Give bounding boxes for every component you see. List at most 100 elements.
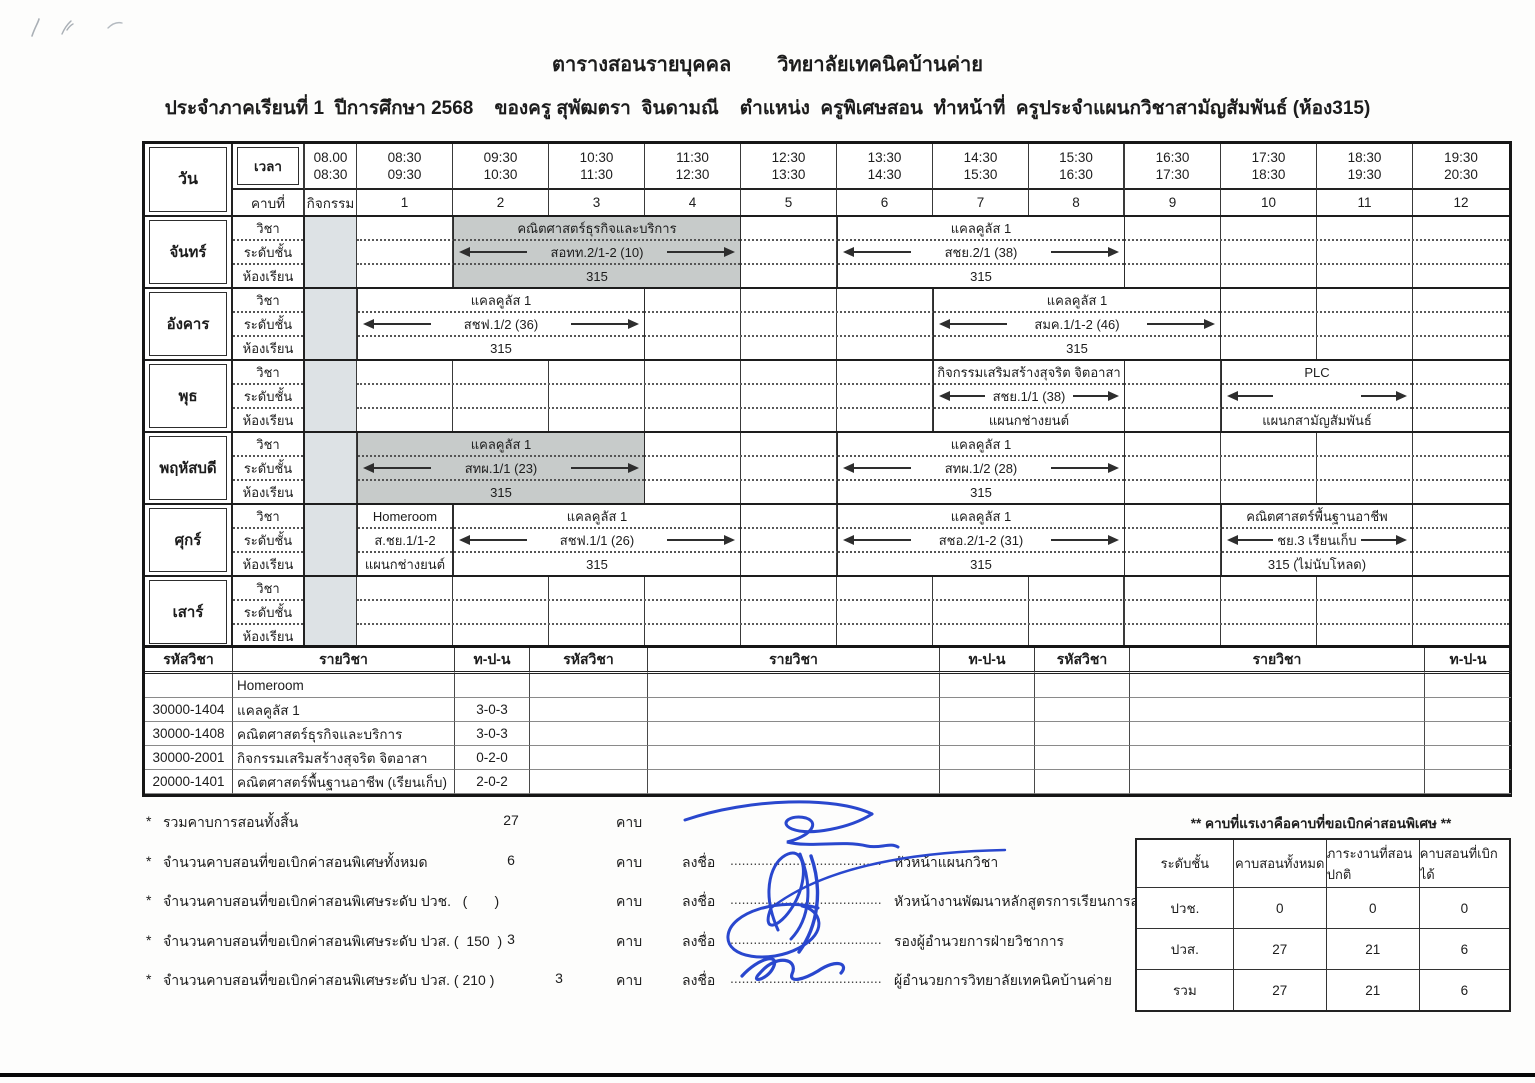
right-arrow-icon [1051, 463, 1119, 473]
course-credit: 3-0-3 [455, 698, 530, 722]
period-7: 7 [933, 190, 1029, 215]
col-header-name: รายวิชา [648, 648, 940, 674]
period-10: 10 [1221, 190, 1317, 215]
class-block: แคลคูลัส 1 สชฟ.1/1 (26) 315 [452, 505, 741, 575]
time-col-3: 10:30 11:30 [549, 144, 645, 190]
period-3: 3 [549, 190, 645, 215]
title-college-name: วิทยาลัยเทคนิคบ้านค่าย [777, 54, 983, 76]
course-name: คณิตศาสตร์พื้นฐานอาชีพ (เรียนเก็บ) [233, 770, 455, 794]
row-labels: วิชา ระดับชั้น ห้องเรียน [233, 433, 305, 503]
period-area: คณิตศาสตร์ธุรกิจและบริการ สอทท.2/1-2 (10… [357, 217, 1509, 287]
period-activity-label: กิจกรรม [305, 190, 357, 215]
class-block: แคลคูลัส 1 สมค.1/1-2 (46) 315 [933, 289, 1221, 359]
footnotes: * รวมคาบการสอนทั้งสิ้น 27 คาบ * จำนวนคาบ… [146, 804, 1157, 1002]
activity-column-cell [305, 505, 357, 575]
period-area: แคลคูลัส 1 สทผ.1/1 (23) 315 แคลคูลัส 1 ส… [357, 433, 1509, 503]
label-subject: วิชา [256, 220, 280, 236]
summary-cell: 0 [1326, 888, 1420, 929]
left-arrow-icon [1227, 391, 1273, 401]
left-arrow-icon [843, 247, 911, 257]
right-arrow-icon [1051, 247, 1119, 257]
col-header-code: รหัสวิชา [530, 648, 648, 674]
class-block: แคลคูลัส 1 สชย.2/1 (38) 315 [837, 217, 1125, 287]
summary-cell: 21 [1327, 970, 1420, 1010]
footnote-total-periods: * รวมคาบการสอนทั้งสิ้น 27 คาบ [146, 812, 643, 830]
activity-column-cell [305, 217, 357, 287]
signature-line: ........................................… [730, 851, 882, 868]
label-room: ห้องเรียน [233, 263, 303, 287]
homeroom-block: Homeroom ส.ชย.1/1-2 แผนกช่างยนต์ [357, 505, 453, 575]
day-name: อังคาร [145, 289, 233, 359]
course-credit: 2-0-2 [455, 770, 530, 794]
timetable-header: วัน เวลา 08.00 08:30 08:30 09:30 09:30 10:3… [145, 144, 1509, 215]
period-12: 12 [1453, 195, 1469, 210]
period-area: กิจกรรมเสริมสร้างสุจริต จิตอาสา สชย.1/1 … [357, 361, 1509, 431]
time-col-1: 08:30 09:30 [357, 144, 453, 190]
col-header-name: รายวิชา [1130, 648, 1425, 674]
right-arrow-icon [1073, 391, 1119, 401]
signature-line: ........................................… [730, 930, 882, 947]
left-arrow-icon [1227, 535, 1273, 545]
period-6: 6 [837, 190, 933, 215]
time-col-2: 09:30 10:30 [453, 144, 549, 190]
right-arrow-icon [667, 247, 735, 257]
time-col-4: 11:30 12:30 [645, 144, 741, 190]
left-arrow-icon [458, 535, 527, 545]
summary-header-total: คาบสอนทั้งหมด [1233, 840, 1327, 888]
summary-header-normal: ภาระงานที่สอนปกติ [1326, 840, 1420, 888]
time-col-8: 15:30 16:30 [1029, 144, 1125, 190]
title-report-name: ตารางสอนรายบุคคล [552, 54, 732, 76]
right-arrow-icon [1147, 319, 1215, 329]
time-col-10: 17:30 18:30 [1221, 144, 1317, 190]
period-8: 8 [1029, 190, 1125, 215]
class-block-plc: PLC แผนกสามัญสัมพันธ์ [1221, 361, 1413, 431]
time-col-12: 19:30 20:30 [1413, 144, 1509, 190]
summary-header-claimable: คาบสอนที่เบิกได้ [1419, 840, 1509, 888]
right-arrow-icon [1361, 391, 1407, 401]
col-header-code: รหัสวิชา [145, 648, 233, 674]
footnote-claim-hvc-210: * จำนวนคาบสอนที่ขอเบิกค่าสอนพิเศษระดับ ป… [146, 962, 1156, 1002]
left-arrow-icon [843, 535, 911, 545]
claim-summary-table: ระดับชั้น คาบสอนทั้งหมด ภาระงานที่สอนปกต… [1135, 838, 1511, 1012]
class-block: กิจกรรมเสริมสร้างสุจริต จิตอาสา สชย.1/1 … [933, 361, 1125, 431]
right-arrow-icon [1361, 535, 1407, 545]
header-time: เวลา [233, 144, 305, 190]
footnote-claim-total: * จำนวนคาบสอนที่ขอเบิกค่าสอนพิเศษทั้งหมด… [146, 844, 1156, 884]
right-arrow-icon [667, 535, 735, 545]
course-credit [455, 674, 530, 698]
course-code: 30000-2001 [145, 746, 233, 770]
summary-cell: 27 [1233, 929, 1327, 970]
col-header-credit: ท-ป-น [940, 648, 1035, 674]
signer-role: หัวหน้าแผนกวิชา [894, 853, 999, 870]
summary-cell: 21 [1326, 929, 1420, 970]
day-name: พุธ [145, 361, 233, 431]
summary-cell: 27 [1234, 970, 1327, 1010]
summary-cell: 6 [1460, 982, 1469, 998]
right-arrow-icon [571, 463, 639, 473]
period-11: 11 [1317, 190, 1413, 215]
left-arrow-icon [939, 391, 985, 401]
course-name: คณิตศาสตร์ธุรกิจและบริการ [233, 722, 455, 746]
day-row-thursday: พฤหัสบดี วิชา ระดับชั้น ห้องเรียน แคลคูล… [145, 431, 1509, 503]
day-row-tuesday: อังคาร วิชา ระดับชั้น ห้องเรียน แคลคูลัส… [145, 287, 1509, 359]
time-col-activity: 08.00 08:30 [305, 144, 357, 190]
col-header-name: รายวิชา [233, 648, 455, 674]
col-header-code: รหัสวิชา [1035, 648, 1130, 674]
summary-cell: รวม [1137, 970, 1234, 1010]
col-header-credit: ท-ป-น [455, 648, 530, 674]
class-block-shaded: คณิตศาสตร์ธุรกิจและบริการ สอทท.2/1-2 (10… [452, 217, 741, 287]
period-area [357, 577, 1509, 647]
activity-column-cell [305, 433, 357, 503]
class-block: แคลคูลัส 1 สชฟ.1/2 (36) 315 [357, 289, 645, 359]
activity-column-cell [305, 361, 357, 431]
class-block-shaded: แคลคูลัส 1 สทผ.1/1 (23) 315 [357, 433, 645, 503]
right-arrow-icon [1051, 535, 1119, 545]
signature-line: ........................................… [730, 970, 882, 986]
summary-cell: ปวส. [1137, 929, 1234, 970]
period-1: 1 [357, 190, 453, 215]
header-day: วัน [145, 144, 233, 215]
summary-cell: 0 [1233, 888, 1327, 929]
time-col-6: 13:30 14:30 [837, 144, 933, 190]
activity-column-cell [305, 289, 357, 359]
course-credit: 3-0-3 [455, 722, 530, 746]
